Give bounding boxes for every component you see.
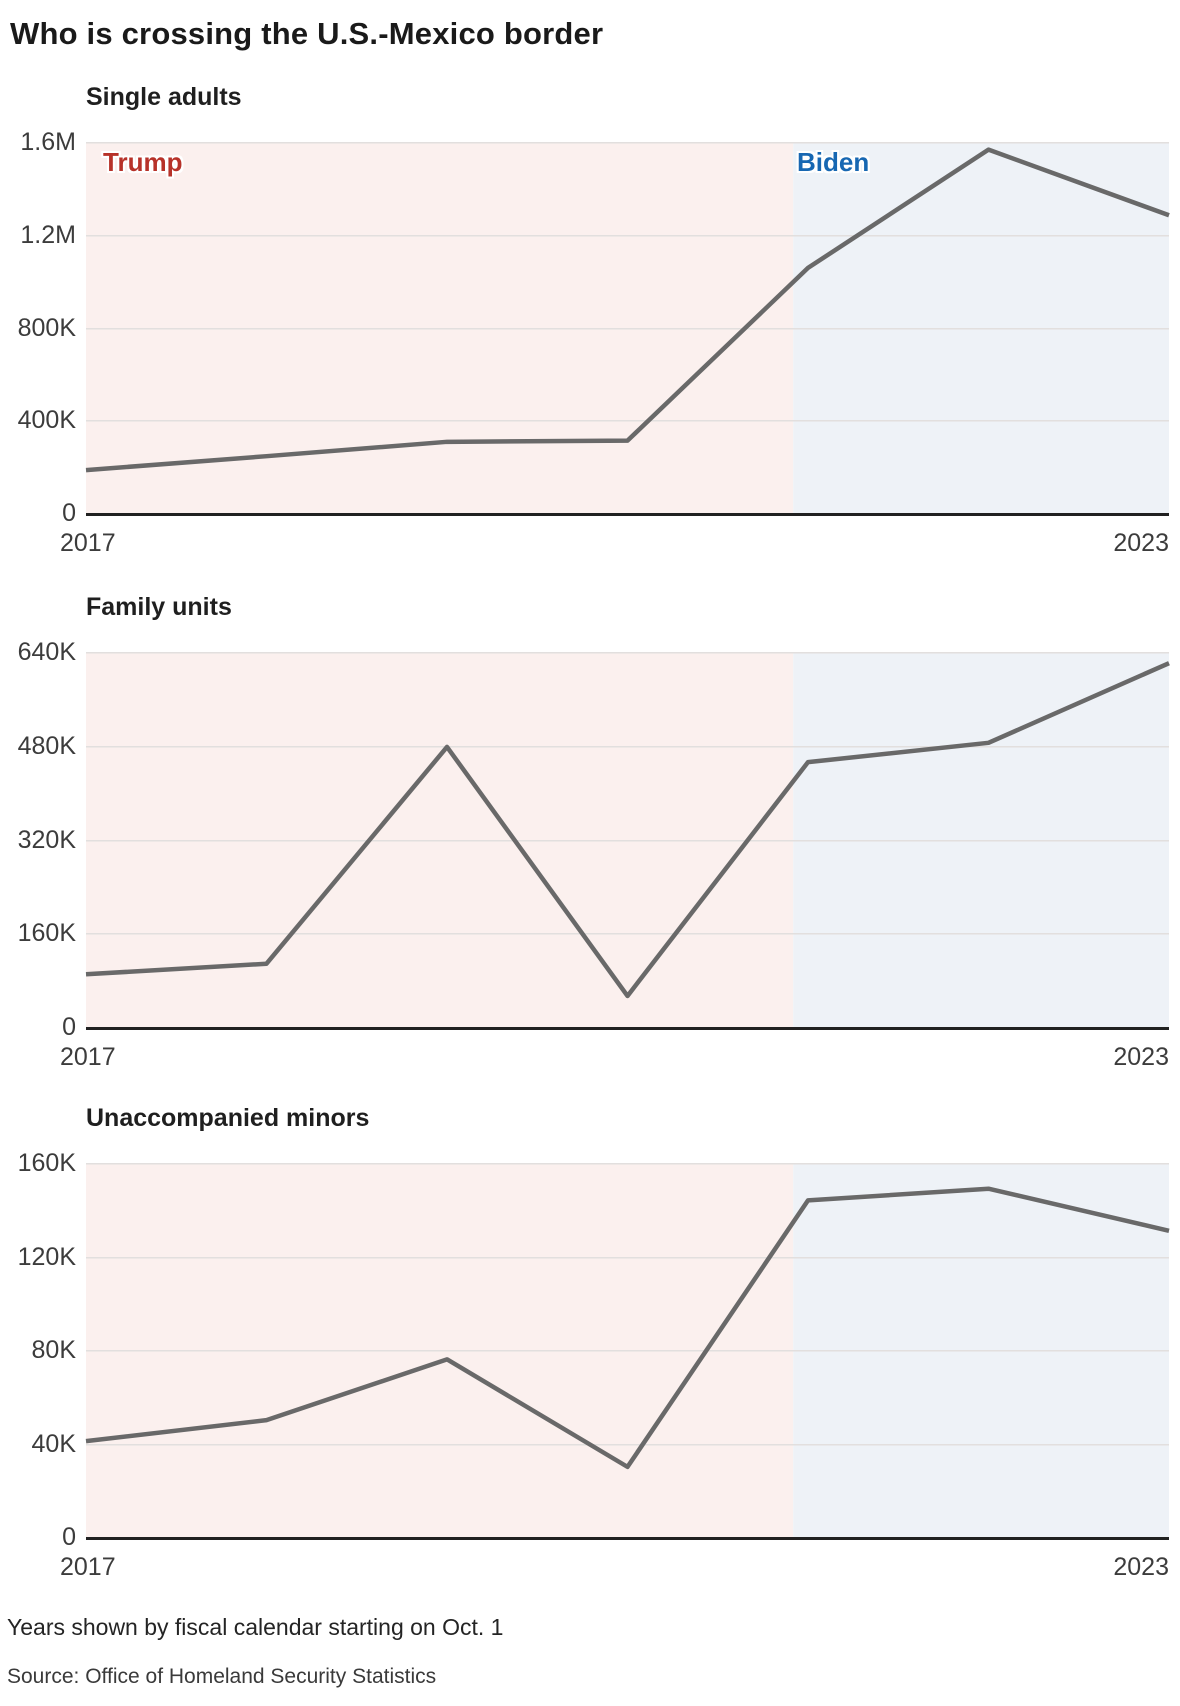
gridline [86,652,1169,654]
biden-era-region [793,142,1169,513]
y-axis-tick-label: 40K [31,1429,76,1458]
x-axis-label-end: 2023 [1113,1553,1169,1581]
gridline [86,328,1169,330]
source-note: Source: Office of Homeland Security Stat… [7,1665,437,1688]
biden-era-region [793,652,1169,1027]
chart-line [85,661,1170,999]
y-axis-tick-label: 120K [17,1242,76,1271]
x-axis-labels: 2017 2023 [60,529,1169,558]
y-axis-tick-label: 400K [17,406,76,435]
gridline [86,1444,1169,1446]
x-axis-baseline [86,513,1169,516]
chart-line [85,147,1170,473]
gridline [86,933,1169,935]
trump-era-region [86,142,794,513]
line-chart-svg [85,652,1170,1030]
chart-subtitle-single-adults: Single adults [86,83,242,111]
y-axis-tick-label: 0 [62,1523,76,1551]
gridline [86,420,1169,422]
line-chart-svg [85,1163,1170,1540]
gridline [86,1257,1169,1259]
x-axis-labels: 2017 2023 [60,1553,1169,1582]
x-axis-label-end: 2023 [1113,1043,1169,1071]
x-axis-baseline [86,1537,1169,1540]
footnote: Years shown by fiscal calendar starting … [7,1614,504,1640]
x-axis-baseline [86,1027,1169,1030]
y-axis-tick-label: 1.6M [20,128,76,156]
y-axis-tick-label: 1.2M [20,220,76,249]
y-axis-tick-label: 0 [62,499,76,527]
x-axis-label-start: 2017 [60,1553,116,1581]
page-title: Who is crossing the U.S.-Mexico border [10,16,604,51]
trump-era-region [86,652,794,1027]
chart-subtitle-unaccompanied-minors: Unaccompanied minors [86,1104,370,1132]
y-axis-tick-label: 320K [17,825,76,854]
chart-line [85,1186,1170,1470]
y-axis-tick-label: 160K [17,919,76,948]
gridline [86,840,1169,842]
y-axis-tick-label: 480K [17,731,76,760]
x-axis-label-start: 2017 [60,529,116,557]
gridline [86,235,1169,237]
era-label-trump: Trump [103,147,183,177]
gridline [86,1163,1169,1165]
gridline [86,1350,1169,1352]
y-axis-tick-label: 640K [17,638,76,666]
x-axis-labels: 2017 2023 [60,1043,1169,1072]
x-axis-label-start: 2017 [60,1043,116,1071]
era-label-biden: Biden [797,147,870,177]
chart-subtitle-family-units: Family units [86,593,232,621]
x-axis-label-end: 2023 [1113,529,1169,557]
line-chart-svg [85,142,1170,516]
y-axis-tick-label: 160K [17,1149,76,1177]
y-axis-tick-label: 80K [31,1336,76,1364]
gridline [86,746,1169,748]
y-axis-tick-label: 0 [62,1013,76,1041]
gridline [86,142,1169,144]
y-axis-tick-label: 800K [17,313,76,342]
